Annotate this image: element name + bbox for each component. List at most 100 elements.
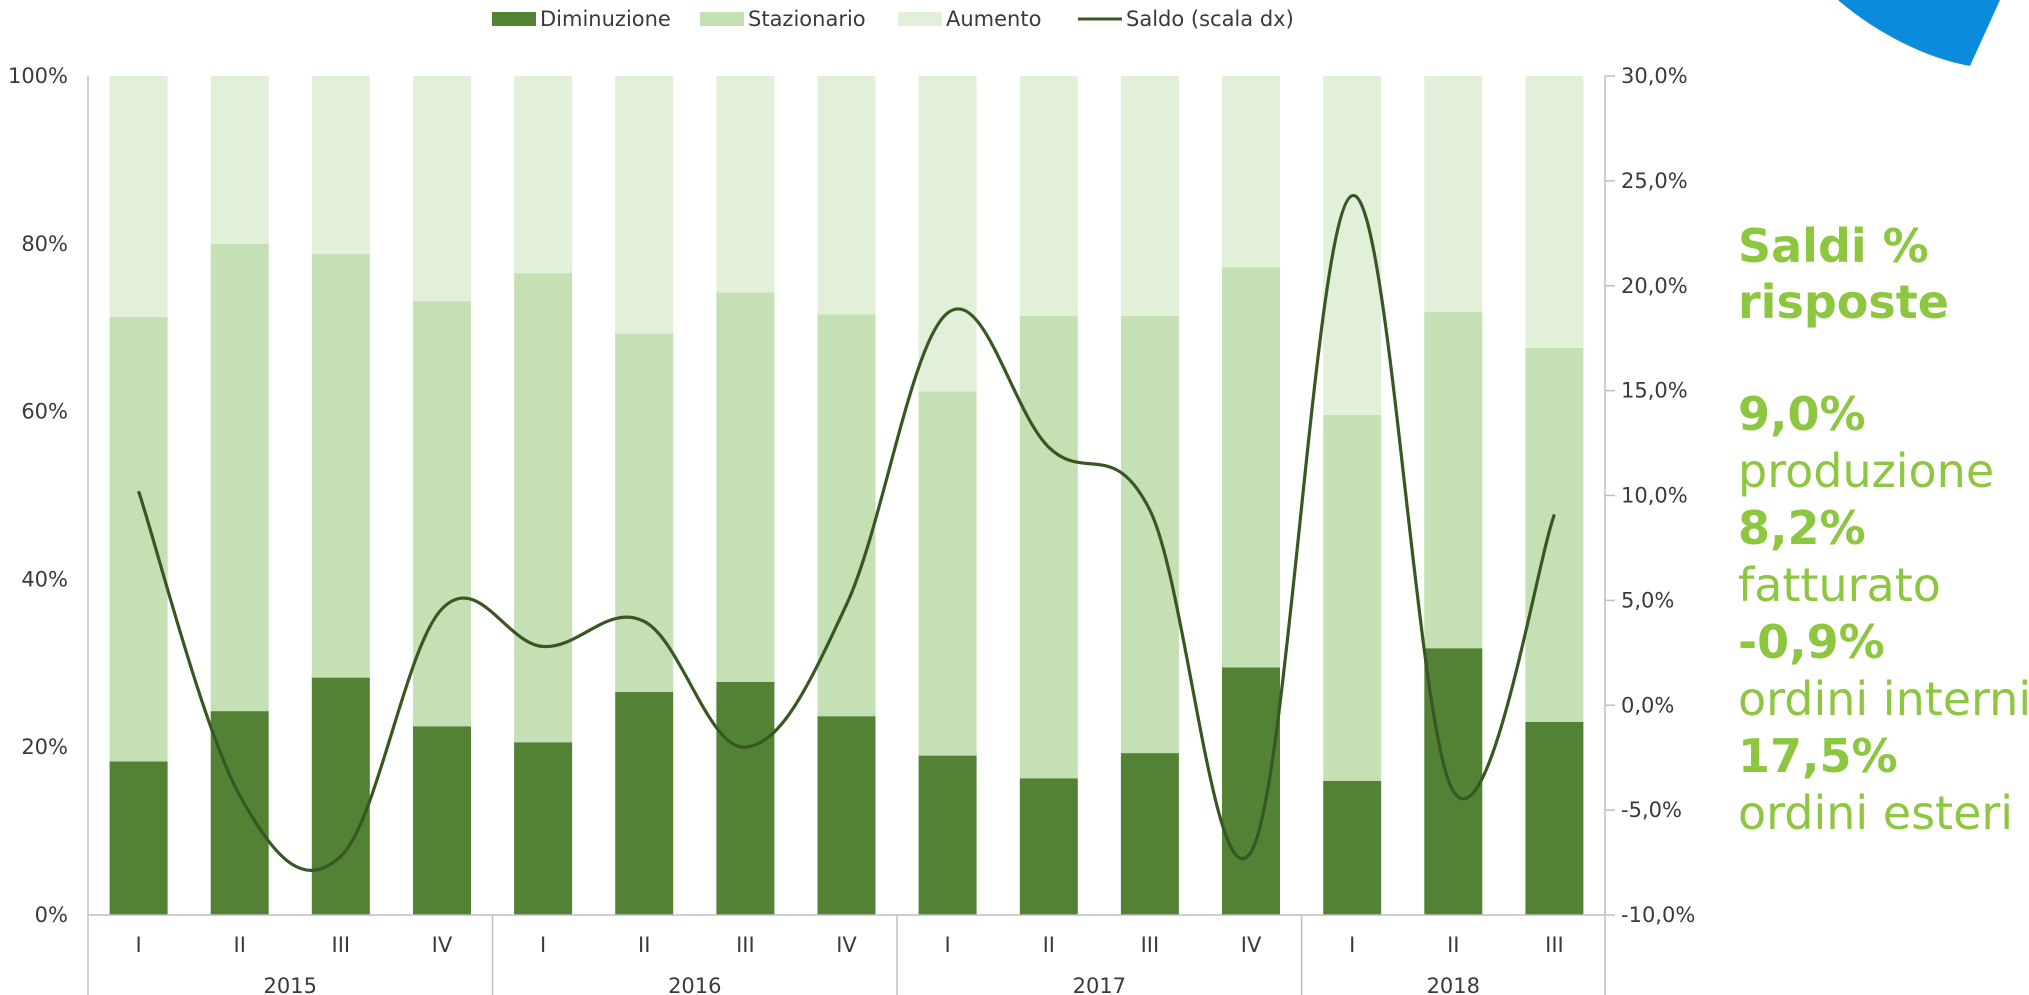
corner-shape [1838,0,2000,66]
y-right-tick-label: 0,0% [1621,693,1674,717]
bar-diminuzione [1525,722,1584,915]
saldo-line [137,194,1556,872]
side-panel-title-line1: Saldi % [1738,219,1929,273]
bar-diminuzione [311,677,370,915]
year-label: 2015 [264,974,317,995]
side-panel-title-line2: risposte [1738,275,1949,329]
bar-stazionario [1323,415,1382,781]
bar-diminuzione [1323,780,1382,915]
x-tick-label: II [638,933,650,957]
x-tick-label: III [332,933,351,957]
bar-aumento [1222,76,1280,268]
bar-aumento [109,76,168,317]
stat-label: fatturato [1738,558,1941,612]
x-tick-label: II [1043,933,1055,957]
bar-stazionario [716,292,775,682]
bar-aumento [817,76,876,315]
bar-aumento [1525,76,1584,348]
bar-stazionario [413,300,471,727]
y-right-tick-label: 20,0% [1621,274,1688,298]
y-left-tick-label: 40% [21,567,68,591]
stat-label: ordini interni [1738,672,2029,726]
y-right-tick-label: 30,0% [1621,64,1688,88]
x-tick-label: III [1545,933,1564,957]
x-tick-label: IV [836,933,857,957]
x-tick-label: II [1447,933,1459,957]
x-tick-label: III [736,933,755,957]
bar-stazionario [1525,347,1584,722]
x-tick-label: I [1349,933,1355,957]
y-right-tick-label: 15,0% [1621,379,1688,403]
bar-diminuzione [918,755,977,915]
bar-diminuzione [1222,667,1280,915]
bar-diminuzione [109,761,168,915]
bar-diminuzione [1120,753,1179,915]
bar-diminuzione [1019,778,1078,915]
stat-value: 9,0% [1738,387,1866,441]
bar-stazionario [918,391,977,756]
legend-swatch [700,12,744,26]
x-tick-label: I [945,933,951,957]
y-left-tick-label: 80% [21,232,68,256]
stat-produzione: 9,0% produzione [1738,386,2028,500]
x-tick-label: IV [432,933,453,957]
bar-stazionario [1120,316,1179,754]
y-right-tick-label: 25,0% [1621,169,1688,193]
bar-diminuzione [817,716,876,915]
side-panel: Saldi % risposte 9,0% produzione 8,2% fa… [1738,218,2029,842]
stat-label: ordini esteri [1738,786,2014,840]
bar-stazionario [1222,267,1280,668]
bar-diminuzione [716,681,775,915]
bar-diminuzione [413,726,471,915]
bar-stazionario [311,253,370,678]
y-right-tick-label: -10,0% [1621,903,1695,927]
bar-diminuzione [1424,648,1483,915]
bar-aumento [311,76,370,254]
legend-label: Saldo (scala dx) [1126,7,1294,31]
bar-stazionario [1424,311,1483,649]
legend-swatch [492,12,536,26]
bar-aumento [514,76,573,274]
axes: 0% 20% 40% 60% 80% 100% -10,0% -5,0% 0,0% 5,0% 10,… [8,64,1695,995]
y-right-tick-label: -5,0% [1621,798,1682,822]
x-tick-label: III [1141,933,1160,957]
bar-diminuzione [210,711,269,915]
stat-value: -0,9% [1738,615,1885,669]
x-tick-label: IV [1241,933,1262,957]
bar-stazionario [615,333,674,692]
y-left-tick-label: 20% [21,735,68,759]
stat-ordini-interni: -0,9% ordini interni [1738,614,2029,728]
bar-diminuzione [514,742,573,915]
stat-value: 8,2% [1738,501,1866,555]
year-label: 2018 [1427,974,1480,995]
bar-aumento [615,76,674,334]
stat-ordini-esteri: 17,5% ordini esteri [1738,728,2028,842]
bar-aumento [918,76,977,392]
y-right-tick-label: 10,0% [1621,484,1688,508]
stat-fatturato: 8,2% fatturato [1738,500,2028,614]
bar-stazionario [1019,316,1078,779]
y-left-tick-label: 0% [35,903,68,927]
bar-diminuzione [615,691,674,915]
bar-stazionario [817,314,876,717]
y-left-tick-label: 100% [8,64,68,88]
legend-label: Stazionario [748,7,866,31]
x-tick-label: I [135,933,141,957]
bar-stazionario [109,316,168,762]
side-panel-title: Saldi % risposte [1738,218,2028,330]
year-label: 2016 [668,974,721,995]
legend-label: Aumento [946,7,1041,31]
bar-aumento [1424,76,1483,312]
stat-value: 17,5% [1738,729,1898,783]
legend-label: Diminuzione [540,7,671,31]
y-left-tick-label: 60% [21,400,68,424]
bar-stazionario [514,273,573,743]
bar-aumento [413,76,471,301]
y-right-tick-label: 5,0% [1621,588,1674,612]
legend: Diminuzione Stazionario Aumento Saldo (scal… [492,7,1294,31]
bars [109,76,1584,915]
bar-aumento [716,76,775,293]
saldo-line-layer [137,194,1556,872]
bar-aumento [210,76,269,244]
